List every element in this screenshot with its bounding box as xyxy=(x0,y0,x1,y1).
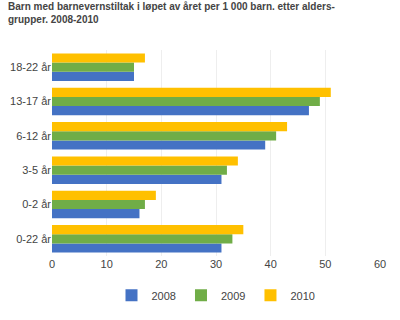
svg-text:2010: 2010 xyxy=(290,290,314,302)
svg-text:Barn med barnevernstiltak i lø: Barn med barnevernstiltak i løpet av åre… xyxy=(8,1,335,25)
svg-text:2009: 2009 xyxy=(221,290,245,302)
svg-text:50: 50 xyxy=(319,258,331,270)
svg-text:3-5 år: 3-5 år xyxy=(22,164,51,176)
svg-text:0: 0 xyxy=(49,258,55,270)
svg-text:20: 20 xyxy=(155,258,167,270)
svg-text:13-17 år: 13-17 år xyxy=(10,95,51,107)
svg-text:60: 60 xyxy=(374,258,386,270)
svg-text:0-2 år: 0-2 år xyxy=(22,198,51,210)
svg-text:40: 40 xyxy=(265,258,277,270)
svg-text:2008: 2008 xyxy=(152,290,176,302)
svg-text:18-22 år: 18-22 år xyxy=(10,61,51,73)
svg-text:10: 10 xyxy=(101,258,113,270)
svg-text:30: 30 xyxy=(210,258,222,270)
svg-text:0-22 år: 0-22 år xyxy=(16,233,51,245)
svg-text:6-12 år: 6-12 år xyxy=(16,130,51,142)
